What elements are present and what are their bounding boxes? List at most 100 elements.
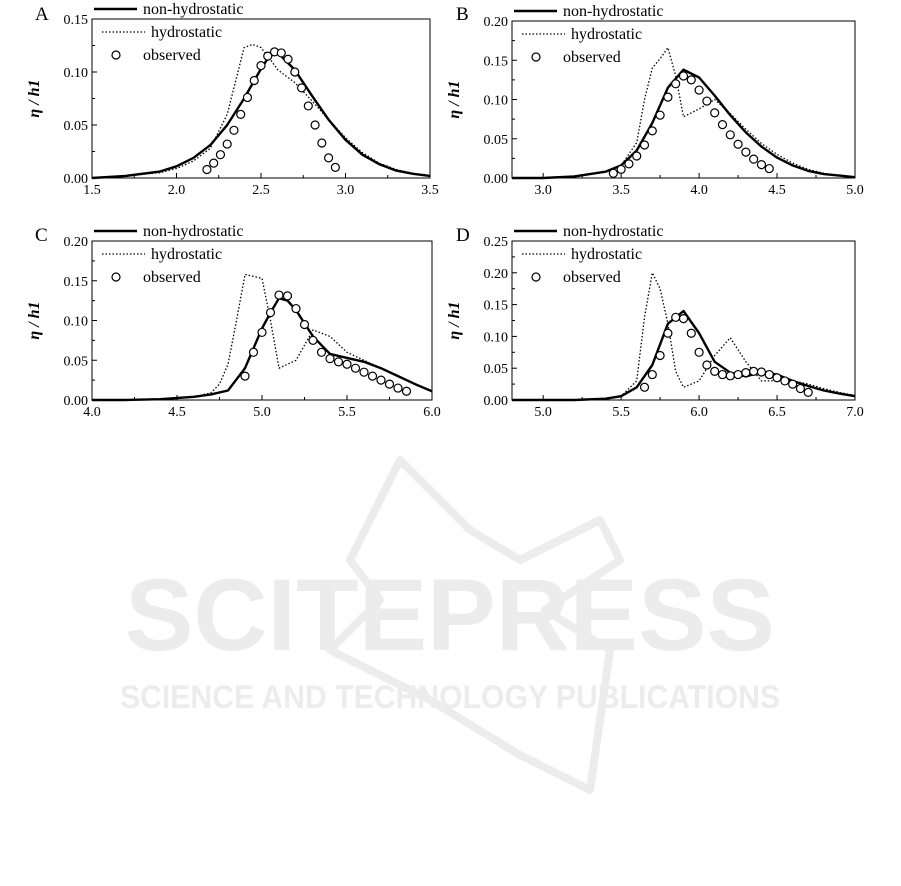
- observed-point: [678, 71, 689, 81]
- observed-point: [647, 369, 657, 380]
- observed-point: [663, 328, 673, 338]
- hydrostatic-line: [512, 272, 856, 401]
- observed-point: [316, 347, 327, 357]
- observed-point: [401, 386, 412, 396]
- y-tick-label: 0.10: [64, 66, 89, 81]
- y-tick-label: 0.15: [484, 299, 509, 314]
- observed-point: [694, 85, 704, 95]
- chart-panel-c: Cη / h1 4.0 4.5 5.0 5.5 6.0 0.00 0.05 0.10 0.15 0.…: [26, 223, 441, 420]
- non-hydrostatic-line: [91, 51, 431, 180]
- legend-swatch-marker: [111, 272, 121, 282]
- observed-point: [655, 110, 665, 120]
- y-tick-label: 0.00: [484, 172, 509, 187]
- observed-point: [376, 375, 386, 385]
- observed-point: [248, 347, 259, 357]
- non-hydrostatic-line: [92, 297, 433, 402]
- observed-point: [780, 376, 790, 386]
- x-tick-label: 3.5: [612, 183, 630, 198]
- observed-point: [655, 350, 665, 361]
- legend-entry: hydrostatic: [571, 26, 642, 43]
- observed-point: [282, 291, 293, 301]
- observed-point: [725, 371, 735, 381]
- y-axis-label: η / h1: [26, 301, 43, 339]
- observed-point: [324, 153, 334, 163]
- y-tick-label: 0.10: [64, 315, 89, 330]
- observed-point: [749, 366, 759, 376]
- x-tick-label: 6.5: [768, 405, 786, 420]
- y-tick-label: 0.00: [484, 394, 509, 409]
- chart-panel-b: Bη / h1 3.0 3.5 4.0 4.5 5.0 0.00 0.05 0.10 0.15 0.…: [446, 3, 864, 198]
- observed-point: [249, 75, 259, 86]
- x-tick-label: 4.0: [83, 405, 101, 420]
- observed-point: [756, 367, 767, 377]
- legend-entry: hydrostatic: [151, 24, 222, 41]
- observed-point: [702, 360, 712, 370]
- y-tick-label: 0.00: [64, 394, 89, 409]
- observed-point: [671, 312, 681, 322]
- legend-swatch-marker: [531, 272, 541, 282]
- observed-point: [624, 159, 634, 169]
- observed-point: [764, 369, 774, 380]
- observed-point: [236, 109, 246, 120]
- observed-point: [764, 163, 774, 174]
- x-tick-label: 2.0: [168, 183, 186, 198]
- plot-frame: [91, 18, 431, 179]
- observed-point: [209, 158, 219, 168]
- panel-label: C: [35, 225, 48, 246]
- observed-point: [290, 67, 300, 77]
- x-tick-label: 5.0: [846, 183, 864, 198]
- observed-point: [367, 371, 378, 381]
- observed-point: [733, 139, 743, 149]
- y-tick-label: 0.05: [64, 354, 89, 369]
- legend-entry: non-hydrostatic: [143, 1, 243, 18]
- legend-entry: hydrostatic: [151, 246, 222, 263]
- observed-point: [788, 379, 798, 389]
- observed-point: [308, 335, 318, 345]
- observed-point: [702, 96, 712, 106]
- observed-point: [616, 164, 626, 174]
- observed-point: [803, 387, 813, 397]
- y-axis-label: η / h1: [26, 79, 43, 117]
- panel-label: A: [35, 4, 49, 25]
- observed-point: [342, 359, 352, 369]
- observed-point: [733, 369, 743, 380]
- observed-point: [384, 379, 395, 389]
- observed-point: [359, 367, 369, 377]
- observed-point: [749, 154, 759, 164]
- observed-point: [717, 369, 728, 380]
- x-tick-label: 4.5: [168, 405, 186, 420]
- observed-point: [694, 347, 704, 357]
- panel-label: D: [456, 225, 470, 246]
- y-axis-label: η / h1: [446, 301, 463, 339]
- y-tick-label: 0.10: [484, 94, 509, 109]
- observed-point: [741, 147, 751, 157]
- chart-panel-d: Dη / h1 5.0 5.5 6.0 6.5 7.0 0.00 0.05 0.10 0.15 0.…: [446, 223, 864, 420]
- observed-point: [647, 126, 657, 136]
- observed-point: [632, 151, 642, 161]
- observed-point: [686, 75, 696, 85]
- y-axis-label: η / h1: [446, 80, 463, 118]
- observed-point: [330, 162, 340, 172]
- observed-point: [257, 327, 267, 338]
- legend-entry: observed: [563, 49, 621, 66]
- legend-entry: non-hydrostatic: [143, 223, 243, 240]
- y-tick-label: 0.15: [64, 275, 89, 290]
- watermark-logo-shape: [326, 456, 624, 794]
- x-tick-label: 3.0: [337, 183, 355, 198]
- observed-point: [215, 150, 226, 160]
- observed-point: [325, 354, 335, 364]
- observed-point: [229, 125, 239, 135]
- legend-entry: non-hydrostatic: [563, 3, 663, 20]
- observed-point: [608, 168, 618, 178]
- observed-point: [263, 51, 273, 61]
- observed-point: [725, 130, 735, 140]
- observed-point: [283, 54, 293, 64]
- observed-point: [222, 139, 232, 149]
- y-tick-label: 0.20: [484, 267, 509, 282]
- watermark-title: SCITEPRESS: [125, 558, 775, 672]
- observed-point: [772, 373, 782, 383]
- observed-point: [299, 319, 310, 330]
- y-tick-label: 0.10: [484, 330, 509, 345]
